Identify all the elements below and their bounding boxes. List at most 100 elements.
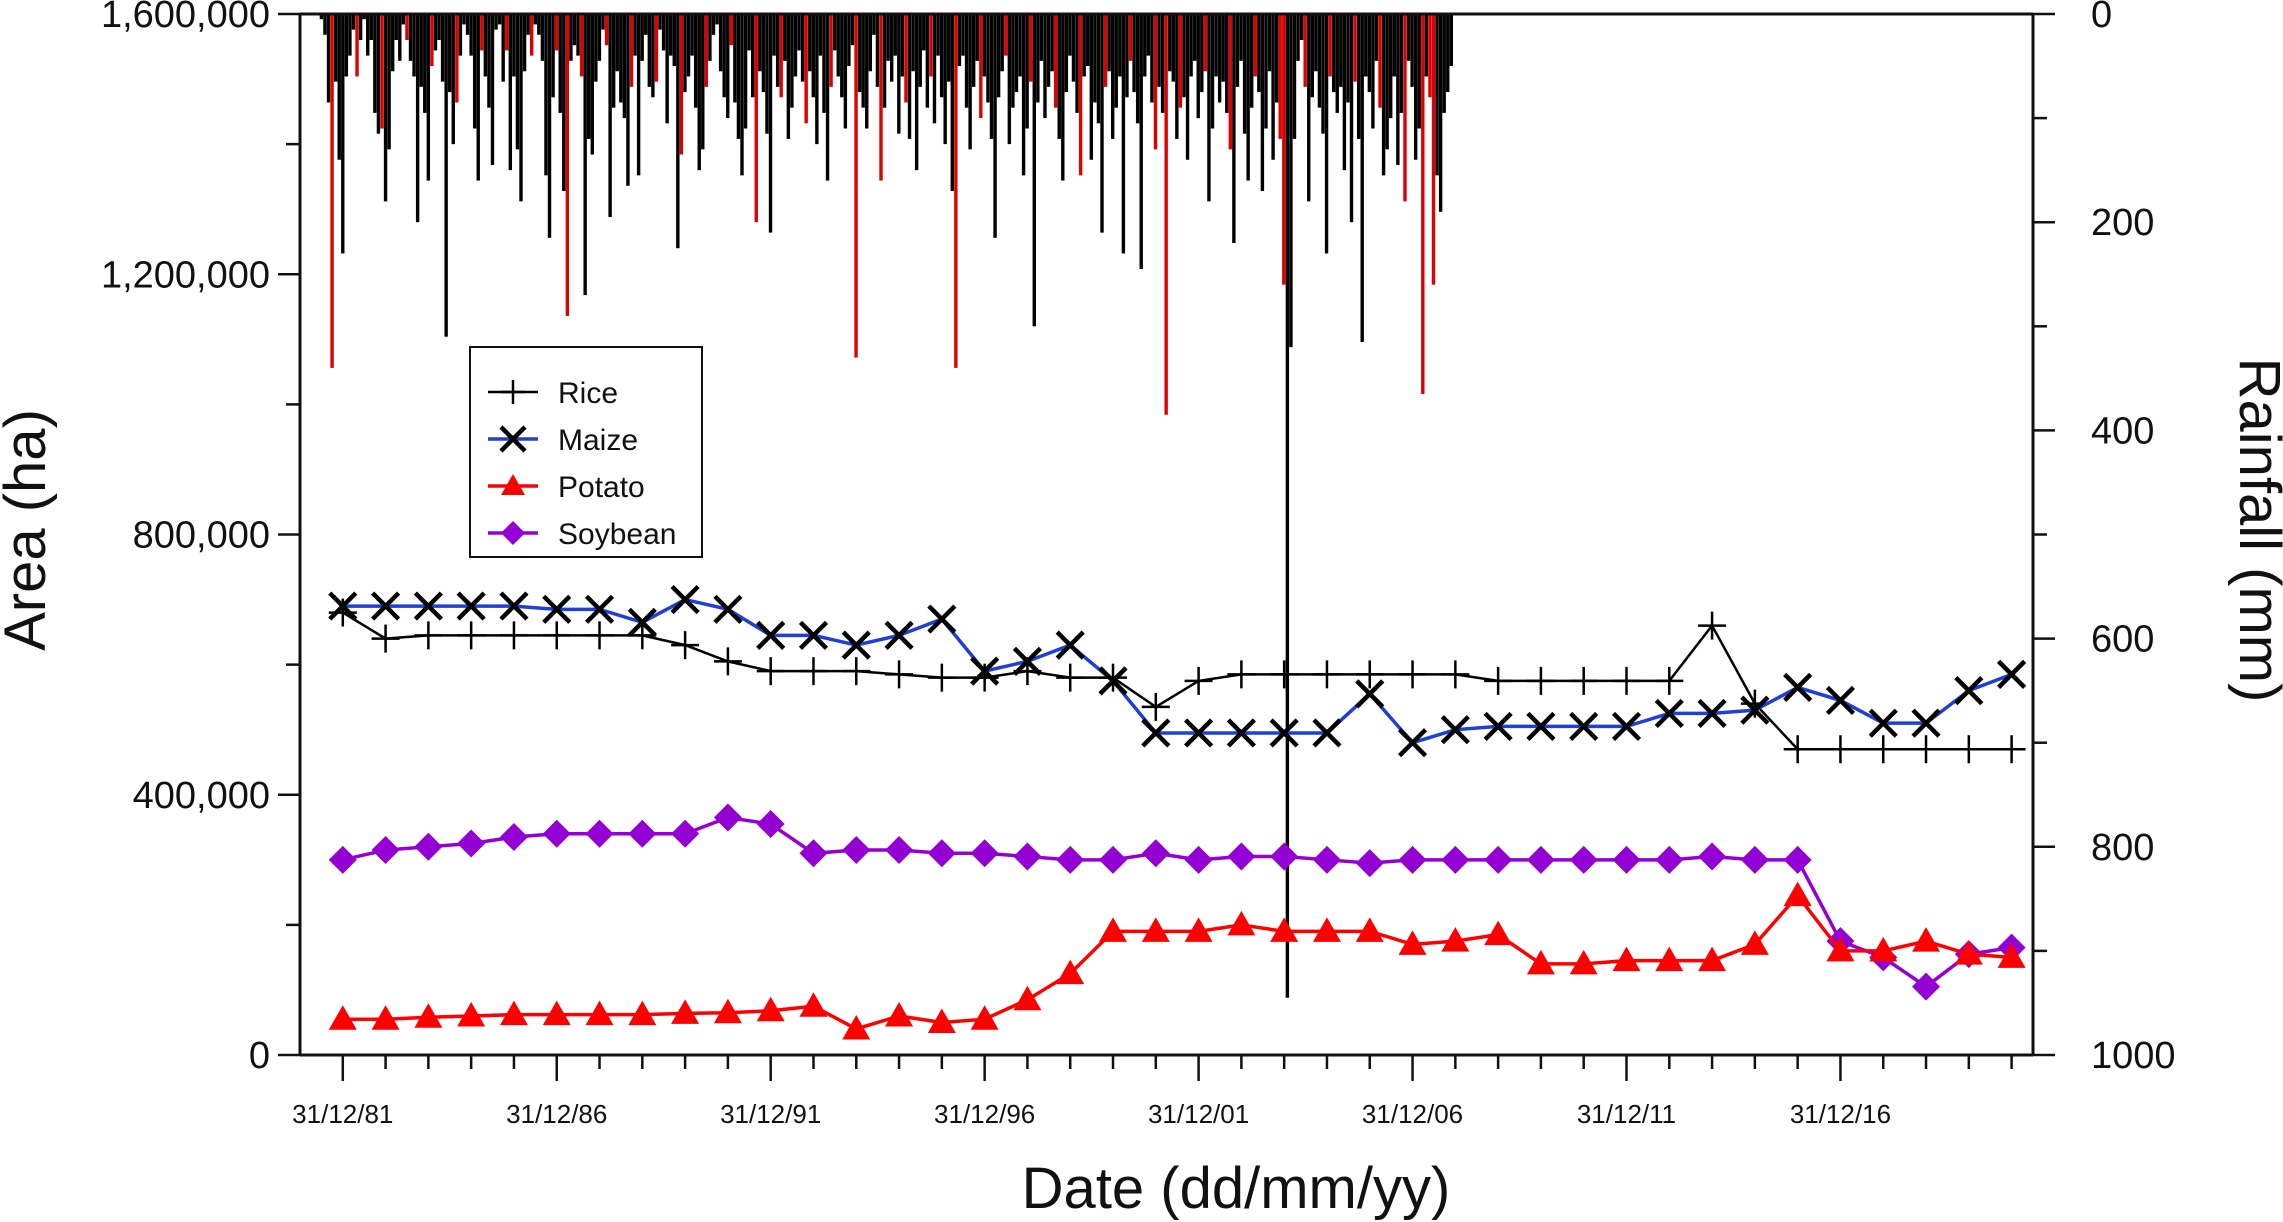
rainfall-bar bbox=[822, 14, 826, 113]
rainfall-bar bbox=[333, 14, 338, 82]
data-point bbox=[1227, 910, 1256, 936]
data-point bbox=[1612, 666, 1641, 695]
y-axis-title: Area (ha) bbox=[0, 409, 58, 651]
data-point bbox=[1441, 927, 1470, 952]
data-point bbox=[1912, 927, 1941, 952]
series-line bbox=[342, 597, 2013, 745]
rainfall-bar bbox=[1431, 14, 1436, 285]
rainfall-bar bbox=[1346, 14, 1350, 103]
data-point bbox=[328, 1005, 357, 1030]
data-point bbox=[1441, 660, 1470, 689]
data-point bbox=[1569, 666, 1598, 695]
rainfall-bar bbox=[433, 14, 438, 51]
data-point bbox=[1270, 917, 1299, 942]
rainfall-bar bbox=[661, 14, 666, 51]
rainfall-bar bbox=[558, 14, 562, 113]
data-point bbox=[542, 1000, 571, 1026]
legend-marker bbox=[499, 425, 527, 453]
data-point bbox=[457, 829, 486, 858]
rainfall-bar bbox=[644, 14, 648, 35]
data-point bbox=[671, 819, 700, 848]
rainfall-bar bbox=[572, 14, 577, 46]
rainfall-bar bbox=[1200, 14, 1204, 93]
y-tick-label: 0 bbox=[249, 1035, 270, 1077]
rainfall-bar bbox=[1438, 14, 1443, 212]
series-line bbox=[342, 611, 2012, 751]
data-point bbox=[413, 591, 443, 621]
rainfall-bar bbox=[1086, 14, 1090, 67]
rainfall-bar bbox=[875, 14, 880, 87]
legend: Rice Maize Potato Soybean bbox=[469, 346, 703, 558]
rainfall-bar bbox=[1410, 14, 1414, 87]
x-tick-label: 31/12/16 bbox=[1790, 1099, 1891, 1129]
rainfall-bar bbox=[483, 14, 488, 77]
rainfall-bar bbox=[797, 14, 801, 51]
rainfall-bar bbox=[366, 14, 370, 56]
rainfall-bar bbox=[1153, 14, 1158, 150]
data-point bbox=[1698, 842, 1727, 871]
rainfall-bar bbox=[1406, 14, 1411, 61]
rainfall-bar bbox=[1378, 14, 1382, 108]
data-point bbox=[841, 630, 871, 660]
rainfall-bar bbox=[640, 14, 644, 61]
rainfall-bar bbox=[1043, 14, 1047, 119]
rainfall-bar bbox=[408, 14, 413, 61]
rainfall-bar bbox=[547, 14, 552, 238]
rainfall-bar bbox=[419, 14, 423, 87]
data-point bbox=[1226, 718, 1256, 748]
rainfall-bar bbox=[1449, 14, 1454, 67]
rainfall-bar bbox=[843, 14, 848, 129]
data-point bbox=[927, 604, 957, 634]
rainfall-bar bbox=[337, 14, 341, 160]
rainfall-bar bbox=[783, 14, 787, 61]
rainfall-bar bbox=[1289, 14, 1293, 348]
data-point bbox=[1698, 611, 1727, 640]
rainfall-bar bbox=[458, 14, 463, 56]
rainfall-bar bbox=[430, 14, 434, 67]
rainfall-bar bbox=[804, 14, 808, 124]
data-point bbox=[542, 621, 571, 650]
rainfall-bar bbox=[800, 14, 805, 82]
rainfall-bar bbox=[440, 14, 445, 82]
rainfall-bar bbox=[1385, 14, 1389, 150]
legend-marker bbox=[501, 521, 525, 545]
rainfall-bar bbox=[1061, 14, 1065, 181]
data-point bbox=[1697, 698, 1727, 729]
data-point bbox=[842, 1014, 871, 1040]
rainfall-bar bbox=[811, 14, 815, 98]
rainfall-bar bbox=[765, 14, 769, 134]
rainfall-bar bbox=[455, 14, 459, 103]
data-point bbox=[1056, 663, 1085, 692]
rainfall-bar bbox=[565, 14, 570, 316]
rainfall-bar bbox=[808, 14, 812, 72]
data-point bbox=[756, 620, 786, 650]
rainfall-bar bbox=[1371, 14, 1375, 129]
rainfall-bar bbox=[1392, 14, 1396, 77]
data-point bbox=[1911, 708, 1941, 738]
rainfall-bar bbox=[341, 14, 345, 254]
rainfall-bar bbox=[1217, 14, 1222, 103]
data-point bbox=[1954, 940, 1983, 965]
data-point bbox=[671, 999, 700, 1024]
rainfall-bar bbox=[975, 14, 979, 61]
data-point bbox=[1484, 845, 1513, 874]
series-soybean bbox=[328, 803, 2026, 1001]
data-point bbox=[1398, 845, 1427, 874]
rainfall-bar bbox=[857, 14, 862, 93]
data-point bbox=[713, 594, 743, 624]
rainfall-bar bbox=[1114, 14, 1118, 108]
data-point bbox=[1740, 845, 1769, 874]
data-point bbox=[585, 621, 614, 650]
rainfall-bar bbox=[323, 14, 327, 35]
data-point bbox=[1440, 715, 1470, 745]
rainfall-bar bbox=[615, 14, 619, 72]
rainfall-bar bbox=[1018, 14, 1022, 77]
rainfall-bar bbox=[897, 14, 901, 134]
rainfall-bar bbox=[1160, 14, 1165, 113]
data-point bbox=[1013, 985, 1042, 1011]
rainfall-bar bbox=[462, 14, 466, 25]
rainfall-bar bbox=[1310, 14, 1315, 98]
rainfall-bar bbox=[979, 14, 983, 119]
rainfall-bar bbox=[326, 14, 331, 103]
rainfall-bar bbox=[1260, 14, 1265, 191]
